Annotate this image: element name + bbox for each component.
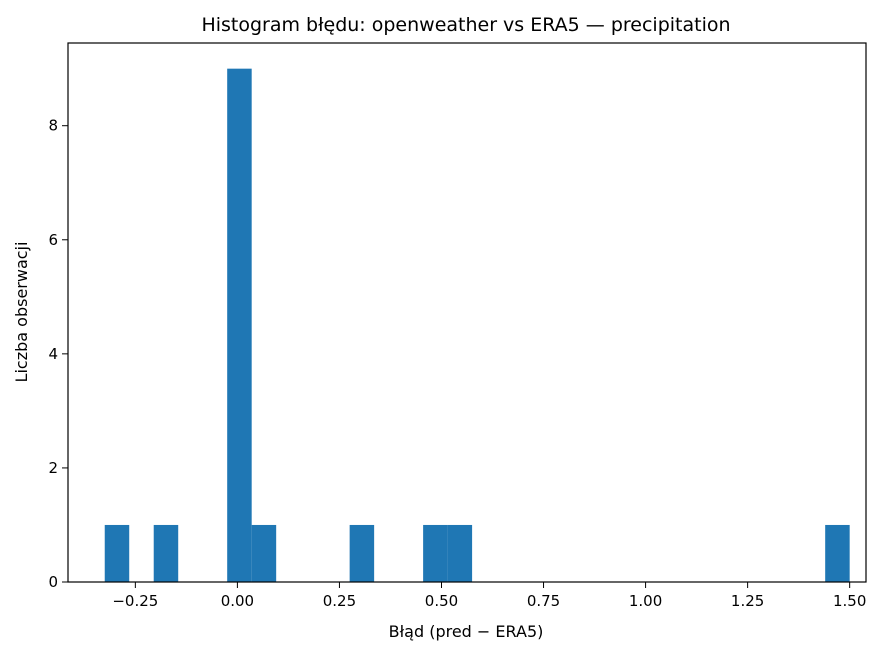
y-tick-label: 4 <box>48 345 58 363</box>
y-tick-label: 0 <box>48 573 58 591</box>
y-axis-label: Liczba obserwacji <box>12 242 31 383</box>
x-axis-ticks: −0.25 0.00 0.25 0.50 0.75 1.00 1.25 1.50 <box>112 582 866 610</box>
plot-frame <box>67 42 867 583</box>
histogram-bar <box>825 524 850 582</box>
x-axis-label: Błąd (pred − ERA5) <box>389 622 544 641</box>
histogram-bar <box>447 524 473 582</box>
bars-layer <box>104 68 850 582</box>
x-tick-label: 1.25 <box>731 592 764 610</box>
histogram-bar <box>153 524 179 582</box>
x-tick-label: 0.00 <box>221 592 254 610</box>
x-tick-label: 1.50 <box>833 592 866 610</box>
y-tick-label: 6 <box>48 231 58 249</box>
x-tick-label: −0.25 <box>112 592 158 610</box>
histogram-bar <box>251 524 277 582</box>
x-tick-label: 0.50 <box>425 592 458 610</box>
histogram-bar <box>349 524 375 582</box>
y-tick-label: 2 <box>48 459 58 477</box>
histogram-bar <box>104 524 130 582</box>
y-axis-ticks: 0 2 4 6 8 <box>48 117 68 591</box>
y-tick-label: 8 <box>48 117 58 135</box>
x-tick-label: 1.00 <box>629 592 662 610</box>
x-tick-label: 0.75 <box>527 592 560 610</box>
histogram-bar <box>227 68 252 582</box>
histogram-bar <box>423 524 448 582</box>
chart-title: Histogram błędu: openweather vs ERA5 — p… <box>201 14 730 36</box>
x-tick-label: 0.25 <box>323 592 356 610</box>
